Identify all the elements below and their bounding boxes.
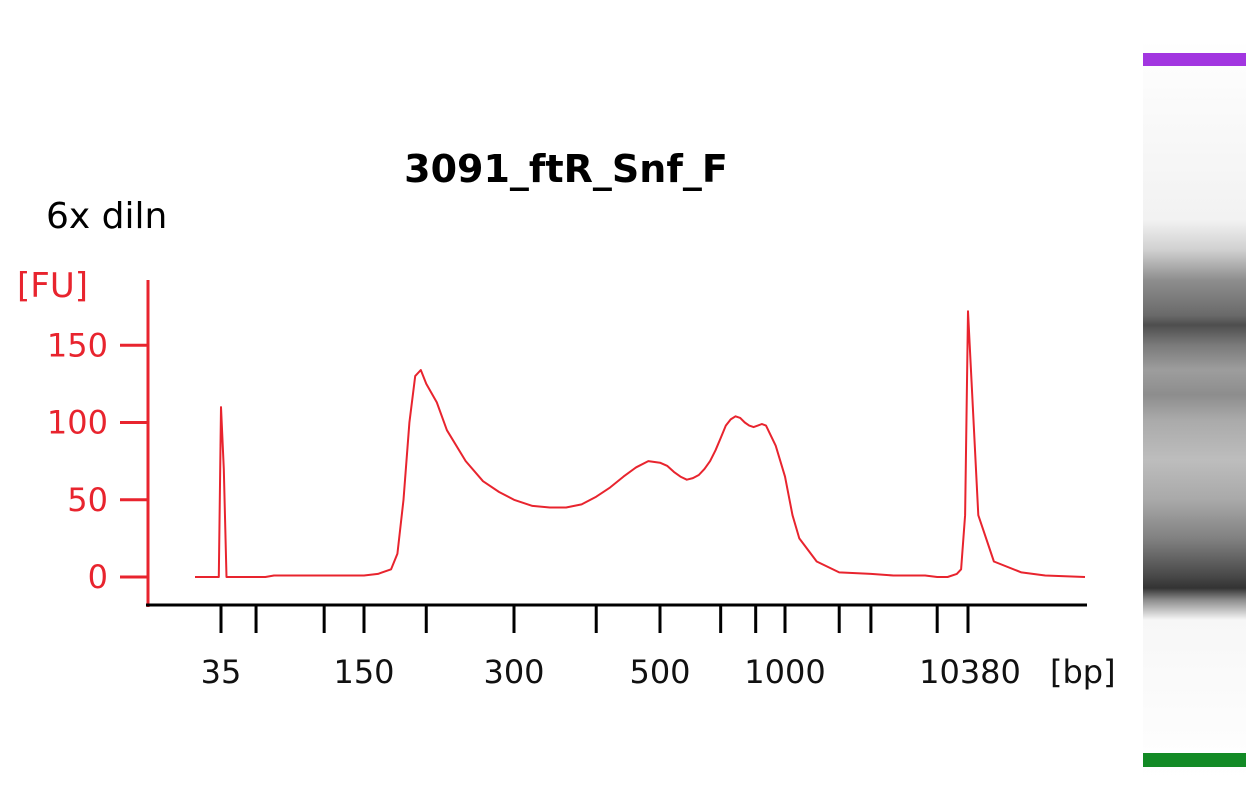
dilution-note: 6x diln: [46, 196, 167, 237]
x-tick-label-500: 500: [629, 653, 690, 691]
y-tick-label: 100: [47, 404, 108, 442]
fluorescence-trace: [195, 310, 1086, 578]
x-ticks-group: [219, 605, 970, 633]
y-tick-label: 150: [47, 326, 108, 364]
y-ticks-group: 0 50 100 150: [47, 326, 148, 596]
upper-marker-band: [1143, 53, 1246, 66]
y-tick-label: 50: [67, 481, 108, 519]
x-tick-label-35: 35: [201, 653, 242, 691]
gel-lane-image: [1143, 40, 1246, 780]
x-tick-label-1000: 1000: [744, 653, 825, 691]
y-tick-label: 0: [88, 558, 108, 596]
chart-title: 3091_ftR_Snf_F: [404, 147, 728, 191]
x-tick-label-10380: 10380: [919, 653, 1021, 691]
x-tick-label-150: 150: [333, 653, 394, 691]
x-tick-label-300: 300: [483, 653, 544, 691]
y-axis-label: [FU]: [17, 266, 88, 306]
axes-group: [146, 280, 1087, 607]
x-axis-unit-label: [bp]: [1050, 653, 1116, 691]
lower-marker-band: [1143, 753, 1246, 767]
